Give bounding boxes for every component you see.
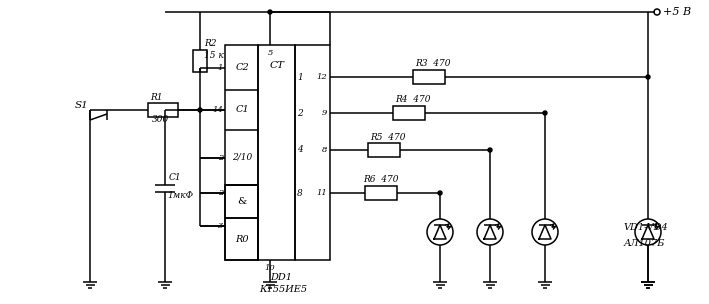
Text: R5  470: R5 470	[370, 133, 406, 141]
Text: 2/10: 2/10	[232, 153, 252, 162]
Text: СТ: СТ	[269, 61, 284, 71]
Text: R3  470: R3 470	[415, 60, 450, 68]
Text: R1: R1	[150, 92, 162, 102]
Text: 15 к: 15 к	[204, 50, 224, 60]
Text: 4: 4	[297, 146, 303, 154]
Circle shape	[268, 10, 272, 14]
Text: 1: 1	[297, 72, 303, 81]
Bar	[413, 70, 445, 84]
Circle shape	[198, 108, 202, 112]
Text: 12: 12	[316, 73, 327, 81]
Circle shape	[646, 75, 650, 79]
Bar	[193, 50, 207, 72]
Text: 11: 11	[316, 189, 327, 197]
Text: 14: 14	[212, 106, 223, 114]
Text: 2: 2	[297, 109, 303, 118]
Text: R2: R2	[204, 39, 216, 47]
Text: C1: C1	[169, 174, 182, 182]
Circle shape	[438, 191, 442, 195]
Text: R4  470: R4 470	[395, 95, 430, 105]
Circle shape	[488, 148, 492, 152]
Text: R6  470: R6 470	[363, 175, 398, 185]
Bar	[258, 45, 295, 260]
Text: 2: 2	[218, 189, 223, 197]
Text: 8: 8	[322, 146, 327, 154]
Bar	[225, 45, 258, 260]
Text: 1: 1	[218, 64, 223, 71]
Text: &: &	[238, 197, 247, 206]
Text: S1: S1	[75, 102, 89, 110]
Circle shape	[543, 111, 547, 115]
Text: 2: 2	[218, 154, 223, 161]
Text: 8: 8	[297, 188, 303, 198]
Bar	[368, 143, 400, 157]
Text: R0: R0	[235, 234, 249, 244]
Text: VD1-VD4: VD1-VD4	[624, 223, 669, 232]
Bar	[225, 185, 258, 260]
Text: C2: C2	[235, 63, 249, 72]
Text: 9: 9	[322, 109, 327, 117]
Bar	[148, 103, 178, 117]
Text: +5 В: +5 В	[663, 7, 691, 17]
Bar	[393, 106, 425, 120]
Text: C1: C1	[235, 105, 249, 115]
Text: DD1: DD1	[270, 274, 292, 282]
Text: 3: 3	[218, 222, 223, 230]
Text: АЛ107Б: АЛ107Б	[624, 240, 665, 248]
Bar	[365, 186, 397, 200]
Text: 1мкФ: 1мкФ	[167, 192, 193, 201]
Text: К155ИЕ5: К155ИЕ5	[259, 285, 307, 295]
Text: 300: 300	[152, 116, 169, 125]
Bar	[295, 45, 330, 260]
Text: 10: 10	[264, 264, 275, 272]
Text: 5: 5	[267, 49, 273, 57]
